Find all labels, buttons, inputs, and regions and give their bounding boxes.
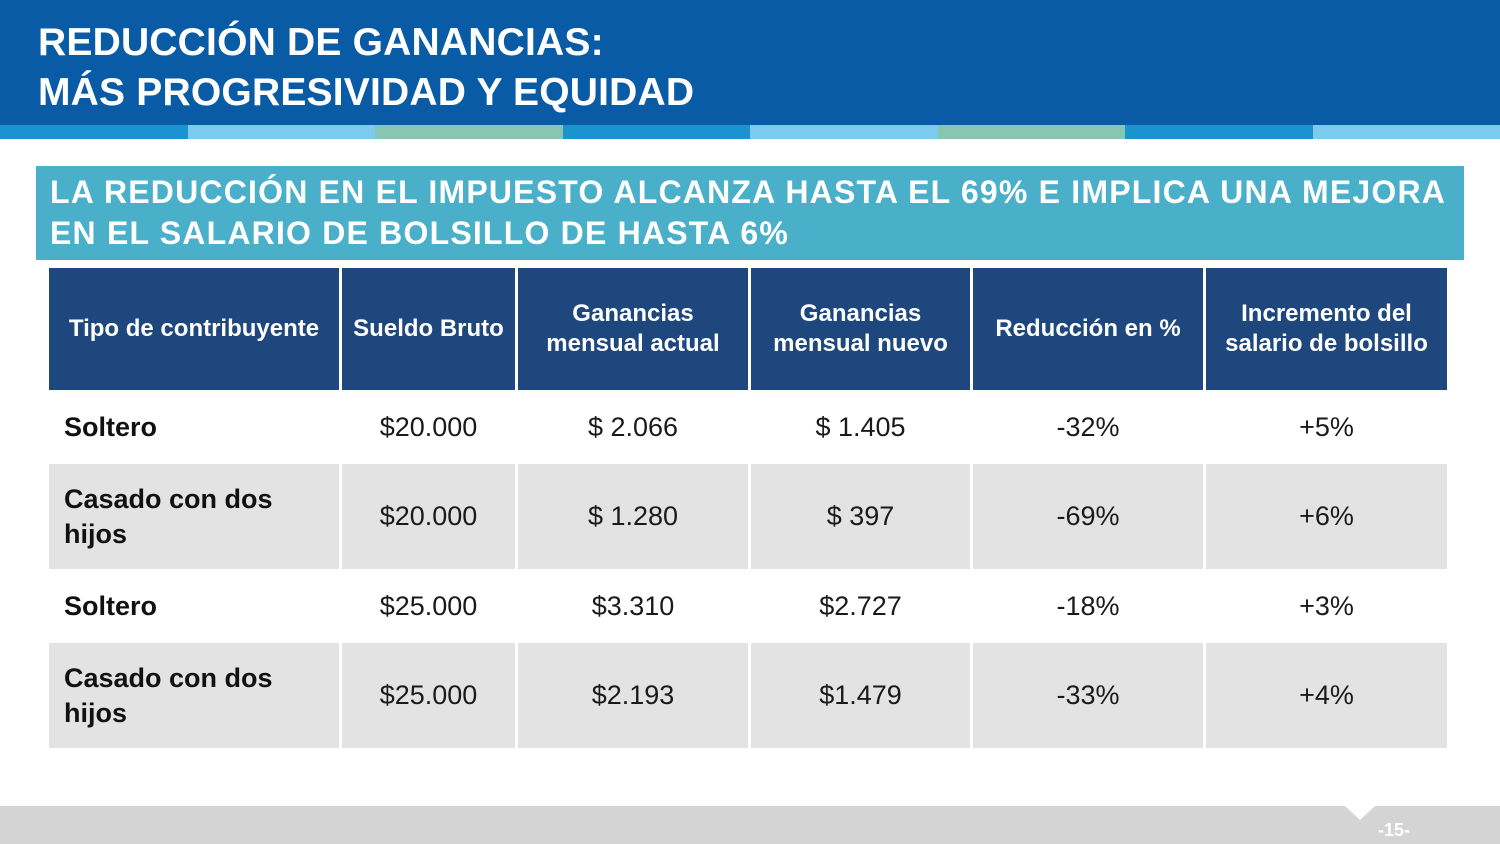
tax-table: Tipo de contribuyente Sueldo Bruto Ganan… [46, 268, 1450, 751]
cell-ganancias-actual: $ 2.066 [518, 393, 748, 464]
footer-bar [0, 806, 1500, 844]
cell-incremento: +3% [1206, 572, 1447, 643]
table-row: Soltero $20.000 $ 2.066 $ 1.405 -32% +5% [49, 393, 1447, 464]
cell-tipo: Casado con dos hijos [49, 464, 339, 572]
page-number: -15- [1378, 820, 1411, 840]
cell-sueldo: $20.000 [342, 393, 515, 464]
header-sueldo: Sueldo Bruto [342, 268, 515, 393]
footer-notch [1345, 806, 1375, 820]
header-ganancias-actual: Ganancias mensual actual [518, 268, 748, 393]
stripe-segment [1125, 125, 1313, 139]
stripe-segment [562, 125, 750, 139]
table-row: Casado con dos hijos $25.000 $2.193 $1.4… [49, 643, 1447, 751]
stripe-segment [1312, 125, 1500, 139]
cell-reduccion: -18% [973, 572, 1203, 643]
header-incremento: Incremento del salario de bolsillo [1206, 268, 1447, 393]
cell-sueldo: $25.000 [342, 572, 515, 643]
page-title: REDUCCIÓN DE GANANCIAS: MÁS PROGRESIVIDA… [38, 21, 695, 114]
stripe-segment [937, 125, 1125, 139]
header-ganancias-nuevo: Ganancias mensual nuevo [751, 268, 970, 393]
cell-incremento: +5% [1206, 393, 1447, 464]
cell-ganancias-nuevo: $ 397 [751, 464, 970, 572]
cell-reduccion: -32% [973, 393, 1203, 464]
header-tipo: Tipo de contribuyente [49, 268, 339, 393]
cell-incremento: +6% [1206, 464, 1447, 572]
cell-ganancias-actual: $ 1.280 [518, 464, 748, 572]
cell-ganancias-actual: $2.193 [518, 643, 748, 751]
stripe-segment [375, 125, 563, 139]
cell-sueldo: $25.000 [342, 643, 515, 751]
table-header-row: Tipo de contribuyente Sueldo Bruto Ganan… [49, 268, 1447, 393]
cell-sueldo: $20.000 [342, 464, 515, 572]
stripe-segment [187, 125, 375, 139]
cell-tipo: Casado con dos hijos [49, 643, 339, 751]
cell-ganancias-actual: $3.310 [518, 572, 748, 643]
subtitle-text: LA REDUCCIÓN EN EL IMPUESTO ALCANZA HAST… [50, 174, 1445, 251]
cell-tipo: Soltero [49, 393, 339, 464]
cell-reduccion: -69% [973, 464, 1203, 572]
cell-tipo: Soltero [49, 572, 339, 643]
subtitle-banner: LA REDUCCIÓN EN EL IMPUESTO ALCANZA HAST… [36, 166, 1464, 260]
stripe-segment [750, 125, 938, 139]
header-reduccion: Reducción en % [973, 268, 1203, 393]
table-row: Soltero $25.000 $3.310 $2.727 -18% +3% [49, 572, 1447, 643]
cell-reduccion: -33% [973, 643, 1203, 751]
stripe-segment [0, 125, 188, 139]
cell-ganancias-nuevo: $1.479 [751, 643, 970, 751]
cell-incremento: +4% [1206, 643, 1447, 751]
table-row: Casado con dos hijos $20.000 $ 1.280 $ 3… [49, 464, 1447, 572]
cell-ganancias-nuevo: $2.727 [751, 572, 970, 643]
cell-ganancias-nuevo: $ 1.405 [751, 393, 970, 464]
header-bar: REDUCCIÓN DE GANANCIAS: MÁS PROGRESIVIDA… [0, 0, 1500, 125]
color-stripe [0, 125, 1500, 139]
